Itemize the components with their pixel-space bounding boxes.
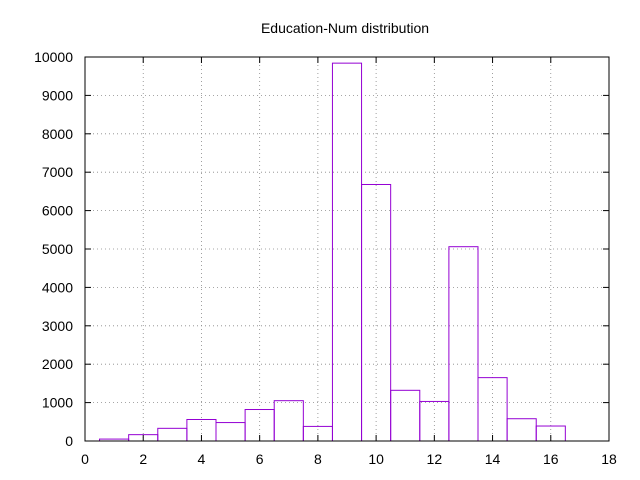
x-tick-label: 12 [427, 451, 443, 467]
y-tick-label: 4000 [42, 279, 73, 295]
x-axis-tick-labels: 0 2 4 6 8 10 12 14 16 18 [81, 451, 617, 467]
histogram-bar [448, 246, 479, 442]
histogram-bar [390, 389, 421, 442]
histogram-bar [215, 422, 246, 442]
x-tick-label: 18 [601, 451, 617, 467]
x-tick-label: 14 [485, 451, 501, 467]
histogram-bar [331, 62, 363, 442]
y-tick-label: 1000 [42, 395, 73, 411]
axis-ticks [84, 56, 610, 442]
x-tick-label: 10 [368, 451, 384, 467]
plot-border [84, 56, 610, 442]
y-tick-label: 9000 [42, 87, 73, 103]
y-tick-label: 3000 [42, 318, 73, 334]
y-tick-label: 5000 [42, 241, 73, 257]
x-tick-label: 6 [256, 451, 264, 467]
x-tick-label: 16 [543, 451, 559, 467]
chart-title: Education-Num distribution [261, 20, 429, 36]
x-tick-label: 8 [314, 451, 322, 467]
y-tick-label: 10000 [34, 49, 73, 65]
x-tick-label: 4 [198, 451, 206, 467]
histogram-bar [506, 418, 537, 442]
y-tick-label: 0 [65, 433, 73, 449]
y-tick-label: 2000 [42, 356, 73, 372]
y-tick-label: 7000 [42, 164, 73, 180]
y-tick-label: 6000 [42, 203, 73, 219]
histogram-bar [157, 427, 188, 442]
y-axis-tick-labels: 0 1000 2000 3000 4000 5000 6000 7000 8000 9000 100… [34, 49, 73, 449]
x-tick-label: 2 [139, 451, 147, 467]
histogram-bar [273, 400, 304, 442]
grid-lines [85, 57, 609, 441]
x-tick-label: 0 [81, 451, 89, 467]
bars [99, 62, 566, 442]
y-tick-label: 8000 [42, 126, 73, 142]
